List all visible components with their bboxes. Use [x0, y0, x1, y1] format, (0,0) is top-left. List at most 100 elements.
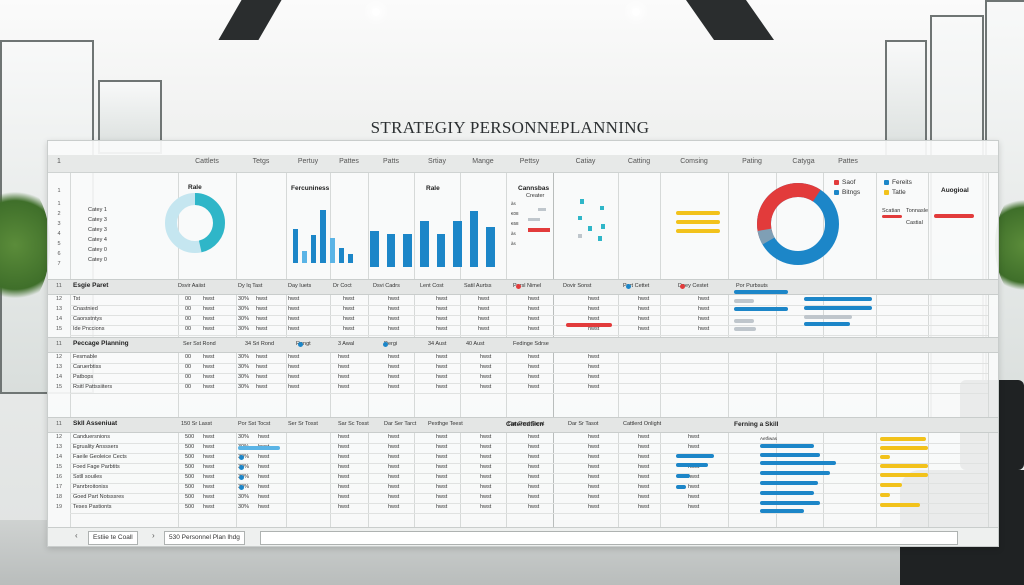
sheet-tab-1[interactable]: Estiie te Coall: [88, 531, 138, 545]
cell-value: hwst: [343, 296, 355, 302]
progress-bar: [804, 322, 850, 326]
row-label: Teses Pastionts: [73, 504, 112, 510]
row-label: Tst: [73, 296, 81, 302]
next-sheet-icon[interactable]: ›: [152, 531, 155, 540]
cell-value: hwst: [436, 384, 448, 390]
row-number: 12: [55, 354, 63, 360]
progress-bar: [880, 483, 902, 487]
cell-value: hwst: [480, 454, 492, 460]
cell-value: hwst: [343, 306, 355, 312]
column-header[interactable]: Pattes: [838, 158, 858, 165]
cell-value: 30%: [238, 434, 250, 440]
column-header[interactable]: Mange: [472, 158, 494, 165]
row-divider: [70, 453, 988, 454]
column-header[interactable]: Pertuy: [297, 158, 319, 165]
bar-mark: [436, 234, 446, 267]
section-column-header: Dar Ser Tarct: [384, 421, 417, 427]
column-header[interactable]: Catiay: [575, 158, 596, 165]
page-title: STRATEGIY PERSONNEPLANNING: [370, 118, 650, 137]
small-label-a: Scatian: [882, 208, 901, 214]
prev-sheet-icon[interactable]: ‹: [75, 531, 78, 540]
bar-chart-2: [370, 201, 495, 267]
cell-value: hwst: [528, 464, 540, 470]
cell-value: hwst: [288, 316, 300, 322]
column-header[interactable]: Srtiay: [428, 158, 446, 165]
cell-value: hwst: [203, 354, 215, 360]
cell-value: hwst: [338, 434, 350, 440]
progress-bar: [760, 444, 814, 448]
section-column-header: 150 Sr Lasst: [181, 421, 212, 427]
cell-value: hwst: [203, 306, 215, 312]
section-column-header: Dergi: [384, 341, 398, 347]
cell-value: hwst: [338, 484, 350, 490]
section-column-header: 40 Aust: [466, 341, 485, 347]
mini-tick: às: [511, 231, 516, 236]
cell-value: hwst: [528, 434, 540, 440]
row-label: Goed Part Notsssres: [73, 494, 125, 500]
cell-value: hwst: [203, 494, 215, 500]
progress-bar: [676, 485, 686, 489]
cell-value: hwst: [480, 494, 492, 500]
column-header[interactable]: Comsing: [680, 158, 708, 165]
row-label: Sstll souiles: [73, 474, 103, 480]
cell-value: hwst: [588, 296, 600, 302]
column-header[interactable]: Pettsy: [519, 158, 540, 165]
cell-value: hwst: [256, 326, 268, 332]
row-number: 16: [55, 474, 63, 480]
progress-bar: [760, 461, 836, 465]
cell-value: hwst: [338, 384, 350, 390]
cell-value: hwst: [388, 454, 400, 460]
legend-label: Fereits: [892, 179, 912, 186]
cell-value: hwst: [528, 296, 540, 302]
cell-value: hwst: [698, 306, 710, 312]
row-divider: [70, 503, 988, 504]
cell-value: hwst: [388, 316, 400, 322]
column-header[interactable]: Catting: [627, 158, 651, 165]
cell-value: hwst: [698, 316, 710, 322]
sheet-footer: ‹ Estiie te Coall › 530 Personnel Plan l…: [48, 527, 998, 546]
column-header[interactable]: Pating: [742, 158, 762, 165]
cell-value: 00: [185, 384, 192, 390]
donut-chart-teal: [163, 191, 227, 255]
cell-value: hwst: [688, 504, 700, 510]
progress-bar: [760, 471, 830, 475]
cell-value: hwst: [388, 434, 400, 440]
row-number: 1: [57, 188, 61, 194]
cell-value: hwst: [388, 494, 400, 500]
row-number: 7: [57, 261, 61, 267]
sheet-tab-2[interactable]: 530 Personnel Plan lhdg: [164, 531, 245, 545]
column-header[interactable]: Tetgs: [252, 158, 270, 165]
column-header[interactable]: Catyga: [792, 158, 815, 165]
cell-value: hwst: [203, 316, 215, 322]
cell-value: hwst: [436, 434, 448, 440]
bar-mark: [386, 234, 396, 267]
row-divider: [70, 513, 988, 514]
progress-bar: [760, 481, 818, 485]
column-header[interactable]: Patts: [383, 158, 399, 165]
cell-value: hwst: [288, 374, 300, 380]
cell-value: hwst: [588, 316, 600, 322]
row-label: Catey 0: [88, 257, 107, 263]
row-number: 4: [57, 231, 61, 237]
column-header-row: 1 Cattlets Tetgs Pertuy Pattes Patts Srtiay Man…: [48, 155, 998, 173]
cell-value: hwst: [480, 354, 492, 360]
cell-value: hwst: [256, 306, 268, 312]
column-header[interactable]: Pattes: [339, 158, 359, 165]
row-label: Faeile Geoleice Cects: [73, 454, 127, 460]
status-dot: [239, 465, 244, 470]
ceiling-light: [372, 8, 380, 16]
mini-tick: às: [511, 201, 516, 206]
section-column-header: 3 Awal: [338, 341, 355, 347]
cell-value: 500: [185, 464, 195, 470]
cell-value: hwst: [480, 434, 492, 440]
cell-value: hwst: [588, 354, 600, 360]
cell-value: hwst: [436, 494, 448, 500]
cell-value: 00: [185, 296, 192, 302]
cell-value: hwst: [256, 384, 268, 390]
cell-value: hwst: [478, 316, 490, 322]
row-number: 11: [56, 421, 62, 427]
row-label: Catey 1: [88, 207, 107, 213]
section-column-header: Day Iuets: [288, 283, 312, 289]
column-header[interactable]: Cattlets: [195, 158, 219, 165]
progress-bar: [804, 306, 872, 310]
